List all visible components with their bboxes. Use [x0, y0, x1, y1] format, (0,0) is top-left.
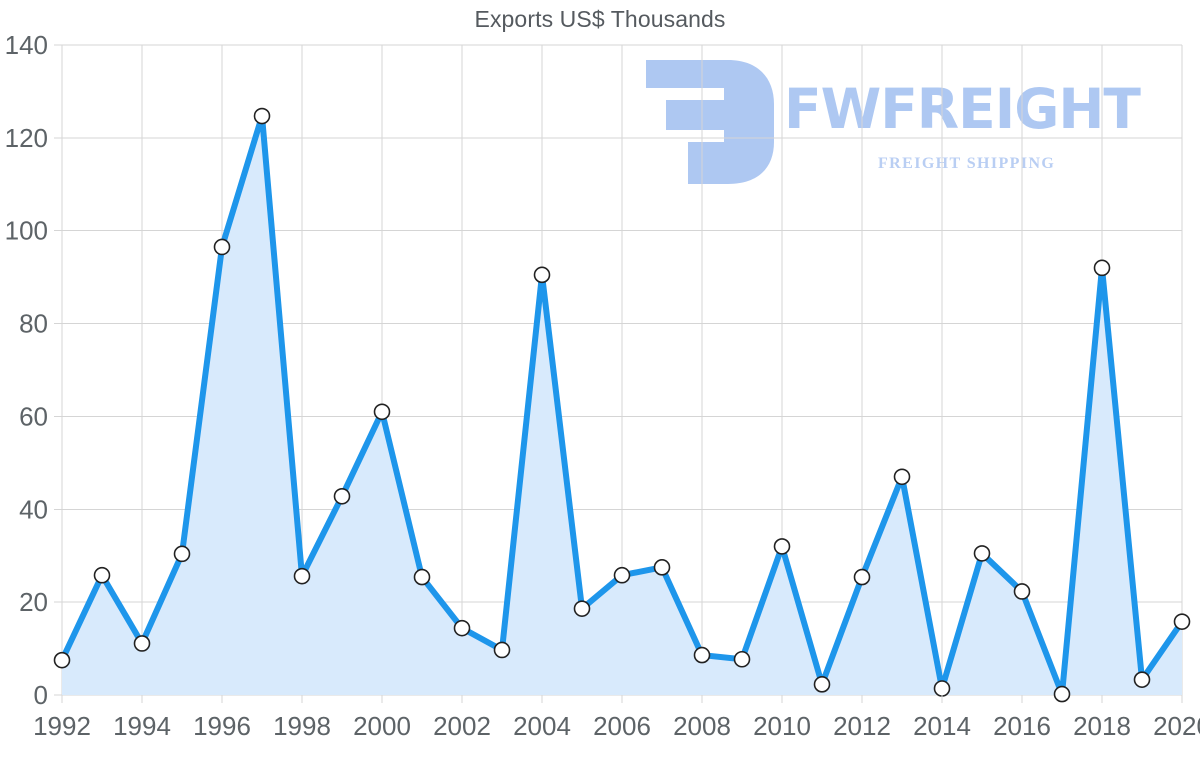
x-axis-tick-label: 2016 — [993, 711, 1051, 741]
data-point-marker[interactable]: 2015: 30.5 — [973, 545, 991, 562]
data-point-marker[interactable]: 1999: 42.8 — [333, 487, 351, 505]
data-point-marker[interactable]: 2005: 18.6 — [573, 600, 591, 617]
data-point-marker[interactable]: 1995: 30.4 — [173, 545, 191, 563]
data-point-marker[interactable]: 2014: 1.4 — [933, 680, 951, 697]
data-point-marker[interactable]: 2013: 47 — [893, 468, 911, 486]
chart-title: Exports US$ Thousands — [474, 6, 726, 32]
data-point-marker[interactable]: 2016: 22.3 — [1013, 583, 1031, 600]
x-axis-tick-label: 1998 — [273, 711, 331, 741]
y-axis-tick-labels: 0 20 40 60 80 100 120 140 — [5, 30, 62, 710]
data-markers[interactable]: 1992: 7.5 1993: 25.8 1994: 11.1 1995: 30.4 1… — [53, 107, 1191, 703]
y-axis-tick-label: 40 — [19, 494, 48, 524]
data-point-marker[interactable]: 2017: 0.2 — [1053, 685, 1071, 703]
x-axis-tick-label: 2004 — [513, 711, 571, 741]
data-point-marker[interactable]: 2003: 9.7 — [493, 641, 511, 659]
data-point-marker[interactable]: 2012: 25.4 — [853, 568, 871, 586]
x-axis-tick-label: 2008 — [673, 711, 731, 741]
data-point-marker[interactable]: 1994: 11.1 — [133, 635, 151, 652]
area-path — [62, 116, 1182, 696]
x-axis-tick-label: 2014 — [913, 711, 971, 741]
x-axis-tick-label: 2020 — [1153, 711, 1200, 741]
data-point-marker[interactable]: 2020: 15.8 — [1173, 613, 1191, 630]
data-point-marker[interactable]: 2011: 2.3 — [813, 676, 831, 693]
x-axis-tick-label: 1996 — [193, 711, 251, 741]
x-axis-tick-label: 2018 — [1073, 711, 1131, 741]
x-axis-tick-label: 1992 — [33, 711, 91, 741]
data-point-marker[interactable]: 1996: 96.5 — [213, 238, 231, 256]
y-axis-tick-label: 120 — [5, 123, 48, 153]
data-point-marker[interactable]: 1998: 25.6 — [293, 567, 311, 585]
data-point-marker[interactable]: 2019: 3.3 — [1133, 671, 1151, 688]
y-axis-tick-label: 140 — [5, 30, 48, 60]
data-point-marker[interactable]: 2009: 7.7 — [733, 650, 751, 668]
y-axis-tick-label: 80 — [19, 309, 48, 339]
y-axis-tick-label: 60 — [19, 401, 48, 431]
data-point-marker[interactable]: 2002: 14.4 — [453, 619, 471, 637]
x-axis-tick-label: 2006 — [593, 711, 651, 741]
data-point-marker[interactable]: 1992: 7.5 — [53, 651, 71, 669]
data-point-marker[interactable]: 2004: 90.5 — [533, 266, 551, 284]
y-axis-tick-label: 100 — [5, 216, 48, 246]
x-axis-tick-labels: 1992 1994 1996 1998 2000 2002 2004 2006 2008 2010… — [33, 695, 1200, 741]
data-point-marker[interactable]: 2018: 92 — [1093, 259, 1111, 277]
y-axis-tick-label: 20 — [19, 587, 48, 617]
data-point-marker[interactable]: 2007: 27.5 — [653, 559, 671, 576]
x-axis-tick-label: 2010 — [753, 711, 811, 741]
data-point-marker[interactable]: 2001: 25.4 — [413, 568, 431, 586]
area-fill — [62, 116, 1182, 696]
data-point-marker[interactable]: 2008: 8.6 — [693, 646, 711, 664]
x-axis-tick-label: 2002 — [433, 711, 491, 741]
data-point-marker[interactable]: 2010: 32 — [773, 538, 791, 555]
data-point-marker[interactable]: 2000: 61 — [373, 403, 391, 421]
x-axis-tick-label: 1994 — [113, 711, 171, 741]
data-point-marker[interactable]: 1993: 25.8 — [93, 566, 111, 584]
data-point-marker[interactable]: 2006: 25.8 — [613, 566, 631, 584]
y-axis-tick-label: 0 — [34, 680, 48, 710]
data-point-marker[interactable]: 1997: 124.7 — [253, 107, 271, 125]
x-axis-tick-label: 2000 — [353, 711, 411, 741]
x-axis-tick-label: 2012 — [833, 711, 891, 741]
